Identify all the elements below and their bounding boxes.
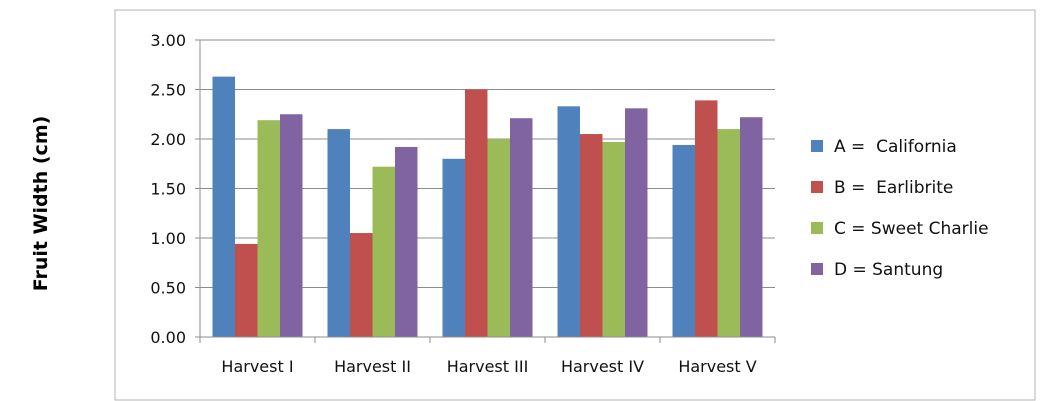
legend-swatch bbox=[811, 140, 823, 152]
legend: A = California B = Earlibrite C = Sweet Ch… bbox=[811, 137, 989, 280]
x-tick-label: Harvest V bbox=[678, 357, 756, 376]
x-tick-label: Harvest IV bbox=[561, 357, 644, 376]
bar bbox=[487, 139, 510, 337]
bar bbox=[695, 100, 718, 337]
x-tick-label: Harvest I bbox=[221, 357, 293, 376]
x-axis: Harvest I Harvest II Harvest III Harvest IV… bbox=[199, 40, 776, 376]
y-tick-label: 0.00 bbox=[150, 328, 186, 347]
y-tick-label: 1.00 bbox=[150, 229, 186, 248]
x-tick-label: Harvest II bbox=[334, 357, 411, 376]
bar bbox=[465, 89, 488, 337]
bar bbox=[442, 158, 465, 337]
bar bbox=[625, 108, 648, 337]
bar bbox=[510, 118, 533, 338]
legend-swatch bbox=[811, 263, 823, 275]
bar bbox=[557, 106, 580, 337]
y-tick-label: 2.00 bbox=[150, 130, 186, 149]
legend-swatch bbox=[811, 181, 823, 193]
bar bbox=[327, 129, 350, 337]
legend-label: B = Earlibrite bbox=[834, 178, 953, 198]
bar bbox=[350, 233, 373, 337]
bar bbox=[602, 141, 625, 337]
y-tick-label: 3.00 bbox=[150, 31, 186, 50]
bar bbox=[235, 243, 258, 337]
bar bbox=[580, 134, 603, 337]
bar bbox=[212, 76, 235, 337]
legend-label: C = Sweet Charlie bbox=[834, 219, 989, 239]
y-tick-label: 2.50 bbox=[150, 81, 186, 100]
bar bbox=[257, 120, 280, 337]
bar bbox=[395, 146, 418, 337]
bar bbox=[740, 117, 763, 337]
bars bbox=[212, 76, 763, 338]
legend-label: D = Santung bbox=[834, 260, 943, 280]
y-axis-label: Fruit Width (cm) bbox=[30, 116, 52, 292]
bar bbox=[280, 114, 303, 337]
y-tick-label: 1.50 bbox=[150, 180, 186, 199]
x-tick-label: Harvest III bbox=[447, 357, 529, 376]
y-tick-label: 0.50 bbox=[150, 279, 186, 298]
bar bbox=[372, 166, 395, 337]
bar bbox=[672, 144, 695, 337]
legend-swatch bbox=[811, 222, 823, 234]
y-tick-labels: 0.00 0.50 1.00 1.50 2.00 2.50 3.00 bbox=[150, 31, 186, 347]
legend-label: A = California bbox=[834, 137, 957, 157]
bar bbox=[717, 129, 740, 337]
